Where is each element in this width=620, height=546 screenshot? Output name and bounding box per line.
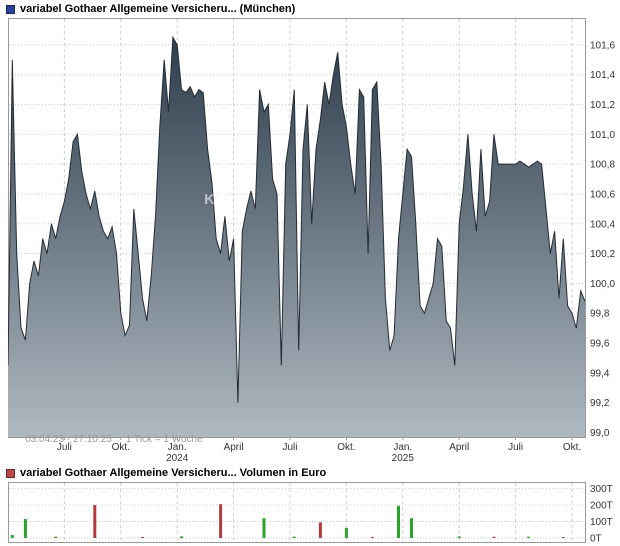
price-chart-title: variabel Gothaer Allgemeine Versicheru..… [20, 3, 296, 15]
volume-legend-marker [6, 468, 15, 478]
svg-text:101,0: 101,0 [590, 130, 615, 141]
volume-chart-header: variabel Gothaer Allgemeine Versicheru..… [6, 467, 326, 479]
svg-text:99,2: 99,2 [590, 398, 610, 409]
svg-text:Juli: Juli [282, 442, 297, 453]
svg-text:99,0: 99,0 [590, 428, 610, 439]
svg-text:100T: 100T [590, 517, 613, 528]
svg-text:Juli: Juli [508, 442, 523, 453]
svg-text:Okt.: Okt. [337, 442, 355, 453]
svg-text:101,2: 101,2 [590, 100, 615, 111]
svg-text:April: April [224, 442, 244, 453]
svg-text:Jan.: Jan. [168, 442, 187, 453]
svg-text:2024: 2024 [166, 453, 189, 464]
price-chart-header: variabel Gothaer Allgemeine Versicheru..… [6, 3, 295, 15]
svg-text:300T: 300T [590, 484, 613, 495]
svg-text:100,8: 100,8 [590, 160, 615, 171]
svg-text:0T: 0T [590, 534, 602, 545]
svg-text:101,4: 101,4 [590, 70, 615, 81]
svg-text:100,4: 100,4 [590, 219, 615, 230]
svg-text:99,8: 99,8 [590, 309, 610, 320]
svg-text:100,0: 100,0 [590, 279, 615, 290]
svg-text:200T: 200T [590, 501, 613, 512]
chart-tick-note: 1 Tick = 1 Woche [125, 434, 203, 445]
chart-period-text: 03.04.23 - 27.10.25 [25, 434, 112, 445]
svg-text:Okt.: Okt. [563, 442, 581, 453]
price-area-chart: 99,0 99,2 99,4 99,6 99,8 100,0 100,2 100,4 100,6… [7, 18, 620, 464]
volume-bar-chart: 300T 200T 100T 0T [8, 482, 620, 546]
svg-text:99,4: 99,4 [590, 368, 610, 379]
price-legend-marker [6, 4, 15, 14]
svg-text:2025: 2025 [392, 453, 415, 464]
svg-text:Jan.: Jan. [393, 442, 412, 453]
svg-text:99,6: 99,6 [590, 339, 610, 350]
svg-text:101,6: 101,6 [590, 40, 615, 51]
svg-text:Juli: Juli [57, 442, 72, 453]
svg-text:100,2: 100,2 [590, 249, 615, 260]
svg-text:Okt.: Okt. [112, 442, 130, 453]
volume-chart-title: variabel Gothaer Allgemeine Versicheru..… [20, 467, 327, 479]
price-chart-caption: 03.04.23 - 27.10.25 1 Tick = 1 Woche [14, 423, 217, 456]
svg-text:100,6: 100,6 [590, 190, 615, 201]
svg-text:April: April [449, 442, 469, 453]
